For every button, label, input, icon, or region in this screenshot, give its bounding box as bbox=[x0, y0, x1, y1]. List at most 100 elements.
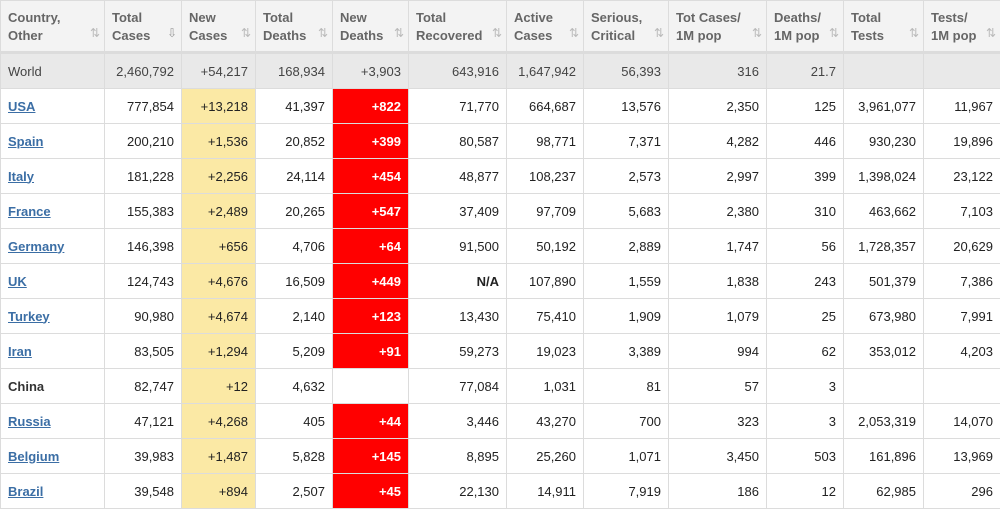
sort-arrows-icon[interactable]: ⇅ bbox=[985, 26, 996, 40]
table-row: Brazil 39,548 +894 2,507 +45 22,130 14,911 7,91… bbox=[0, 473, 1000, 509]
sort-arrows-icon[interactable]: ⇅ bbox=[393, 26, 404, 40]
cell-new-cases: +1,536 bbox=[181, 123, 256, 159]
column-header-cases-per-million[interactable]: Tot Cases/1M pop ⇅ bbox=[668, 0, 767, 53]
cell-deaths-per-million: 125 bbox=[766, 88, 844, 124]
column-header-label: Deaths bbox=[340, 28, 384, 43]
cell-cases-per-million: 4,282 bbox=[668, 123, 767, 159]
sort-arrows-icon[interactable]: ⇅ bbox=[751, 26, 762, 40]
country-link[interactable]: Iran bbox=[8, 343, 32, 359]
cell-new-cases: +54,217 bbox=[181, 52, 256, 89]
sort-arrows-icon[interactable]: ⇅ bbox=[653, 26, 664, 40]
column-header-serious-critical[interactable]: Serious, Critical ⇅ bbox=[583, 0, 669, 53]
table-row: Spain 200,210 +1,536 20,852 +399 80,587 98,771… bbox=[0, 123, 1000, 159]
cell-cases-per-million: 57 bbox=[668, 368, 767, 404]
cell-tests-per-million: 296 bbox=[923, 473, 1000, 509]
cell-cases-per-million: 323 bbox=[668, 403, 767, 439]
column-header-tests-per-million[interactable]: Tests/1M pop ⇅ bbox=[923, 0, 1000, 53]
cell-total-tests: 161,896 bbox=[843, 438, 924, 474]
cell-total-recovered: 59,273 bbox=[408, 333, 507, 369]
cell-deaths-per-million: 12 bbox=[766, 473, 844, 509]
country-link[interactable]: Spain bbox=[8, 133, 44, 149]
cell-new-deaths: +64 bbox=[332, 228, 409, 264]
country-link[interactable]: Germany bbox=[8, 238, 65, 254]
column-header-active-cases[interactable]: Active Cases ⇅ bbox=[506, 0, 584, 53]
column-header-new-deaths[interactable]: New Deaths ⇅ bbox=[332, 0, 409, 53]
cell-new-deaths: +822 bbox=[332, 88, 409, 124]
cell-new-cases: +2,256 bbox=[181, 158, 256, 194]
cell-deaths-per-million: 21.7 bbox=[766, 52, 844, 89]
column-header-total-recovered[interactable]: Total Recovered ⇅ bbox=[408, 0, 507, 53]
cell-active-cases: 14,911 bbox=[506, 473, 584, 509]
cell-total-deaths: 41,397 bbox=[255, 88, 333, 124]
cell-active-cases: 97,709 bbox=[506, 193, 584, 229]
column-header-new-cases[interactable]: New Cases ⇅ bbox=[181, 0, 256, 53]
column-header-label: New bbox=[189, 10, 216, 25]
sort-descending-icon[interactable]: ⇩ bbox=[166, 26, 177, 40]
cell-total-tests: 1,398,024 bbox=[843, 158, 924, 194]
sort-arrows-icon[interactable]: ⇅ bbox=[828, 26, 839, 40]
country-link[interactable]: UK bbox=[8, 273, 27, 289]
cell-new-deaths: +3,903 bbox=[332, 52, 409, 89]
cell-cases-per-million: 186 bbox=[668, 473, 767, 509]
cell-active-cases: 108,237 bbox=[506, 158, 584, 194]
cell-new-cases: +1,487 bbox=[181, 438, 256, 474]
table-row: China 82,747 +12 4,632 77,084 1,031 81 57 3 bbox=[0, 368, 1000, 404]
cell-new-deaths: +547 bbox=[332, 193, 409, 229]
country-link[interactable]: France bbox=[8, 203, 51, 219]
cell-total-cases: 82,747 bbox=[104, 368, 182, 404]
table-row: France 155,383 +2,489 20,265 +547 37,409 97,70… bbox=[0, 193, 1000, 229]
country-link[interactable]: USA bbox=[8, 98, 36, 114]
sort-arrows-icon[interactable]: ⇅ bbox=[568, 26, 579, 40]
sort-arrows-icon[interactable]: ⇅ bbox=[240, 26, 251, 40]
column-header-label: Total bbox=[263, 10, 294, 25]
column-header-label: Serious, bbox=[591, 10, 643, 25]
cell-deaths-per-million: 56 bbox=[766, 228, 844, 264]
cell-serious-critical: 1,909 bbox=[583, 298, 669, 334]
country-name: China bbox=[8, 378, 45, 394]
cell-country: Belgium bbox=[0, 438, 105, 474]
cell-new-deaths: +45 bbox=[332, 473, 409, 509]
sort-arrows-icon[interactable]: ⇅ bbox=[317, 26, 328, 40]
cell-deaths-per-million: 310 bbox=[766, 193, 844, 229]
column-header-country[interactable]: Country, Other ⇅ bbox=[0, 0, 105, 53]
column-header-total-deaths[interactable]: Total Deaths ⇅ bbox=[255, 0, 333, 53]
country-link[interactable]: Russia bbox=[8, 413, 51, 429]
cell-total-recovered: 77,084 bbox=[408, 368, 507, 404]
table-row: Iran 83,505 +1,294 5,209 +91 59,273 19,023 3,38… bbox=[0, 333, 1000, 369]
cell-total-recovered: 3,446 bbox=[408, 403, 507, 439]
cell-new-cases: +656 bbox=[181, 228, 256, 264]
column-header-deaths-per-million[interactable]: Deaths/1M pop ⇅ bbox=[766, 0, 844, 53]
cell-total-cases: 124,743 bbox=[104, 263, 182, 299]
table-row: Germany 146,398 +656 4,706 +64 91,500 50,192 2,… bbox=[0, 228, 1000, 264]
cell-total-deaths: 5,209 bbox=[255, 333, 333, 369]
sort-arrows-icon[interactable]: ⇅ bbox=[491, 26, 502, 40]
country-link[interactable]: Brazil bbox=[8, 483, 44, 499]
cell-active-cases: 98,771 bbox=[506, 123, 584, 159]
cell-total-tests: 2,053,319 bbox=[843, 403, 924, 439]
cell-total-deaths: 5,828 bbox=[255, 438, 333, 474]
cell-total-recovered: 22,130 bbox=[408, 473, 507, 509]
country-link[interactable]: Italy bbox=[8, 168, 35, 184]
cell-new-cases: +12 bbox=[181, 368, 256, 404]
column-header-label: 1M pop bbox=[774, 28, 820, 43]
sort-arrows-icon[interactable]: ⇅ bbox=[908, 26, 919, 40]
cell-tests-per-million: 7,991 bbox=[923, 298, 1000, 334]
column-header-total-tests[interactable]: Total Tests ⇅ bbox=[843, 0, 924, 53]
cell-tests-per-million: 20,629 bbox=[923, 228, 1000, 264]
cell-total-deaths: 2,140 bbox=[255, 298, 333, 334]
cell-serious-critical: 7,371 bbox=[583, 123, 669, 159]
cell-active-cases: 664,687 bbox=[506, 88, 584, 124]
country-link[interactable]: Belgium bbox=[8, 448, 60, 464]
cell-total-recovered: 91,500 bbox=[408, 228, 507, 264]
country-link[interactable]: Turkey bbox=[8, 308, 50, 324]
cell-cases-per-million: 1,079 bbox=[668, 298, 767, 334]
cell-total-cases: 47,121 bbox=[104, 403, 182, 439]
cell-total-cases: 146,398 bbox=[104, 228, 182, 264]
cell-total-cases: 2,460,792 bbox=[104, 52, 182, 89]
sort-arrows-icon[interactable]: ⇅ bbox=[89, 26, 100, 40]
column-header-total-cases[interactable]: Total Cases ⇩ bbox=[104, 0, 182, 53]
table-row: USA 777,854 +13,218 41,397 +822 71,770 664,687… bbox=[0, 88, 1000, 124]
cell-active-cases: 107,890 bbox=[506, 263, 584, 299]
cell-total-cases: 39,548 bbox=[104, 473, 182, 509]
cell-cases-per-million: 994 bbox=[668, 333, 767, 369]
